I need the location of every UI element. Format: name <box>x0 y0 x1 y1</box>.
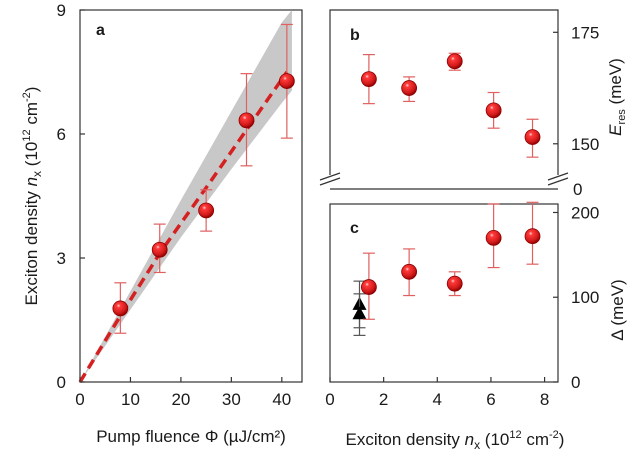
panel-b-point-4 <box>524 129 541 145</box>
panel-b-y-axis-label: Eres (meV) <box>606 58 628 136</box>
panel-c-x-ticks: 0 2 4 6 8 <box>325 377 549 409</box>
panel-c-point-2 <box>446 275 463 292</box>
panel-a-point-2 <box>198 202 215 219</box>
panel-c-x-tick-label-1: 2 <box>379 390 388 409</box>
panel-a-frame <box>79 9 303 383</box>
panel-b-point-0 <box>360 71 377 88</box>
panel-c-label: c <box>350 220 359 237</box>
panel-c-y-tick-label-2: 200 <box>571 203 599 222</box>
panel-a-x-tick-label-0: 0 <box>75 390 84 409</box>
panel-a-confidence-band <box>80 10 292 382</box>
panel-c-x-tick-label-2: 4 <box>433 390 442 409</box>
panel-c-frame <box>329 203 559 383</box>
panel-a-points <box>112 23 295 334</box>
panel-c-point-4 <box>524 228 541 245</box>
panel-c: 0 2 4 6 8 0 100 200 c Exciton density nx (1012… <box>325 201 627 452</box>
panel-a-point-3 <box>238 112 255 129</box>
panel-a-y-ticks: 0 3 6 9 <box>57 1 85 392</box>
panel-a-label: a <box>96 22 105 39</box>
panel-c-y-ticks: 0 100 200 <box>553 203 599 392</box>
panel-b: 150 175 0 b Eres (meV) <box>319 9 628 199</box>
axis-break-right <box>547 172 569 186</box>
panel-c-triangles <box>352 280 367 336</box>
panel-a-point-4 <box>278 73 295 89</box>
panel-a-x-tick-label-3: 30 <box>222 390 241 409</box>
panel-a-x-tick-label-2: 20 <box>171 390 190 409</box>
panel-b-frame <box>329 9 559 175</box>
panel-b-point-1 <box>401 80 418 96</box>
panel-c-triangle-1 <box>352 306 367 320</box>
panel-a-y-tick-label-0: 0 <box>57 373 66 392</box>
panel-c-point-3 <box>485 230 502 246</box>
panel-a-x-tick-label-4: 40 <box>272 390 291 409</box>
panel-c-y-tick-label-1: 100 <box>571 288 599 307</box>
panel-b-y-tick-label-1: 175 <box>571 23 599 42</box>
panel-b-y-tick-label-0: 150 <box>571 135 599 154</box>
panel-a-y-tick-label-1: 3 <box>57 249 66 268</box>
panel-c-point-0 <box>360 279 377 295</box>
panel-a: 0 10 20 30 40 0 3 6 9 a Pump fluence Φ (µJ/cm²)… <box>21 1 303 446</box>
axis-break-left <box>319 172 341 186</box>
panel-c-y-tick-label-0: 0 <box>571 373 580 392</box>
panel-c-x-axis-label: Exciton density nx (1012 cm-2) <box>346 429 565 452</box>
panel-a-point-0 <box>112 300 129 317</box>
panel-a-x-axis-label: Pump fluence Φ (µJ/cm²) <box>96 427 286 446</box>
panel-c-points <box>360 201 541 320</box>
panel-a-point-1 <box>151 241 168 258</box>
panel-a-y-tick-label-3: 9 <box>57 1 66 20</box>
panel-c-x-tick-label-0: 0 <box>325 390 334 409</box>
panel-c-x-tick-label-3: 6 <box>486 390 495 409</box>
panel-a-x-tick-label-1: 10 <box>121 390 140 409</box>
panel-a-y-axis-label: Exciton density nx (1012 cm-2) <box>21 87 44 306</box>
panel-c-y-axis-label: Δ (meV) <box>608 279 627 340</box>
panel-b-y-tick-0: 0 <box>573 180 582 199</box>
panel-a-x-ticks: 0 10 20 30 40 <box>75 377 291 409</box>
panel-b-point-3 <box>485 102 502 119</box>
panel-c-x-tick-label-4: 8 <box>540 390 549 409</box>
panel-b-points <box>360 52 541 158</box>
panel-a-fit-line <box>78 70 289 383</box>
panel-a-y-tick-label-2: 6 <box>57 125 66 144</box>
panel-b-label: b <box>350 27 360 44</box>
panel-b-point-2 <box>446 53 463 70</box>
panel-c-point-1 <box>401 263 418 280</box>
panel-b-y-ticks: 150 175 <box>553 23 599 154</box>
